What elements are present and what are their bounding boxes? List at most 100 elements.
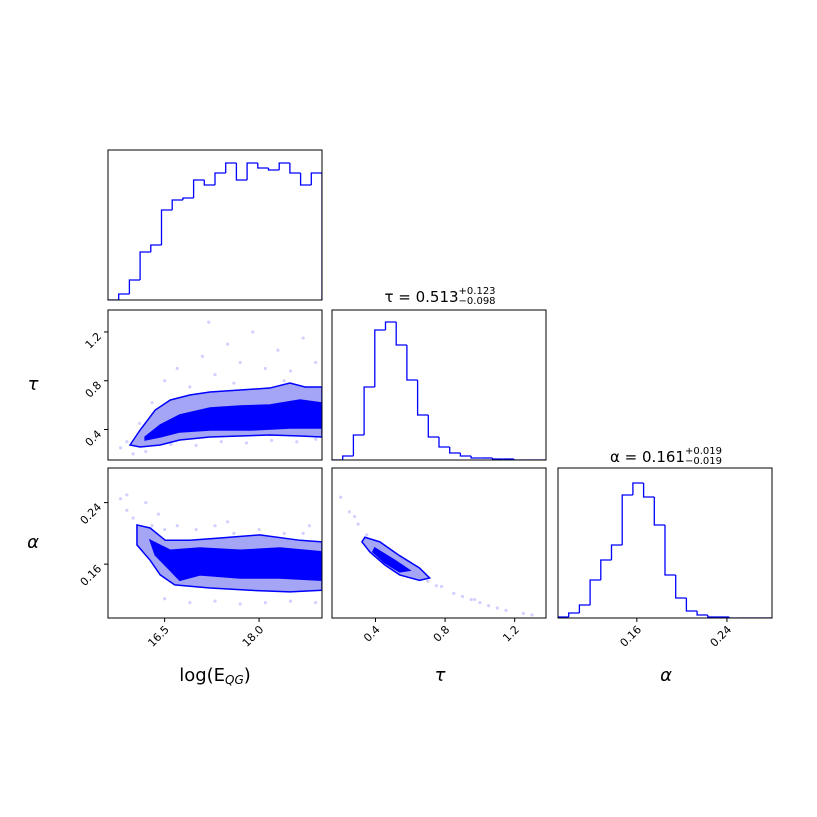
sample-point [194, 443, 198, 447]
hist-bin [128, 279, 141, 294]
hist-bin [513, 459, 525, 460]
sample-point [301, 531, 305, 535]
hist-bin [342, 455, 354, 460]
hist-bin [310, 172, 322, 300]
hist-bin [707, 615, 719, 618]
sample-point [225, 342, 230, 346]
sample-point [150, 524, 154, 528]
sample-point [213, 599, 217, 603]
panel-title: τ = 0.513+0.123 −0.098 [384, 286, 495, 307]
sample-point [131, 516, 135, 520]
sample-point [219, 440, 223, 444]
title-sub: −0.098 [459, 296, 496, 307]
x-label-sub: QG [225, 673, 244, 687]
sample-point [213, 373, 217, 377]
hist-bin [192, 179, 205, 198]
sample-point [156, 512, 160, 516]
panel-frame [331, 467, 547, 619]
x-tick-label: 0.8 [431, 623, 453, 645]
sample-point [232, 531, 236, 535]
x-axis-label: α [660, 665, 672, 686]
hist-bin [416, 380, 429, 416]
sample-point [307, 524, 312, 528]
hist-bin [406, 345, 418, 381]
sample-point [473, 597, 477, 602]
hist-bin [150, 244, 162, 252]
sample-point [207, 320, 211, 324]
hist-bin [395, 322, 407, 346]
x-tick-label: 16.5 [145, 623, 172, 650]
sample-point [118, 446, 123, 450]
hist-bin [664, 525, 676, 576]
y-tick-label: 0.24 [78, 501, 105, 528]
hist-bin [171, 199, 183, 210]
hist-bin [160, 209, 173, 245]
sample-point [163, 597, 167, 601]
sample-point [125, 493, 129, 497]
sample-point [288, 599, 293, 603]
sample-point [263, 366, 267, 371]
sample-point [150, 401, 154, 405]
panel-frame [331, 309, 547, 461]
hist-bin [578, 604, 591, 613]
sample-point [521, 611, 525, 615]
hist-bin [182, 197, 194, 200]
hist-bin [621, 494, 633, 545]
x-axis-label: log(EQG) [179, 665, 251, 687]
hist-bin [299, 173, 312, 186]
sample-point [188, 385, 192, 389]
hist-bin [246, 162, 258, 180]
sample-point [495, 606, 499, 610]
sample-point [460, 594, 465, 599]
sample-point [131, 452, 135, 456]
y-axis-label: τ [28, 374, 39, 395]
sample-point [137, 421, 142, 426]
sample-point [251, 330, 255, 334]
x-axis-label: τ [435, 665, 446, 686]
contour [371, 546, 412, 573]
hist-bin [427, 415, 439, 438]
sample-point [263, 601, 267, 605]
title-main: τ = 0.513 [384, 288, 458, 306]
panel [118, 493, 322, 606]
sample-point [530, 613, 534, 617]
sample-point [504, 608, 508, 612]
y-axis-label: α [27, 532, 39, 553]
panel [558, 482, 772, 618]
sample-point [295, 440, 299, 444]
hist-bin [449, 447, 461, 454]
sample-point [314, 437, 318, 441]
panel-frame [557, 467, 773, 619]
sample-point [238, 602, 242, 606]
sample-point [175, 524, 179, 528]
hist-bin [384, 321, 397, 330]
hist-bin [728, 617, 740, 618]
sample-point [365, 533, 369, 537]
hist-bin [491, 458, 504, 460]
hist-bin [685, 598, 698, 612]
panel-frame [107, 309, 323, 461]
sample-point [257, 527, 261, 532]
hist-bin [653, 497, 665, 526]
y-tick-label: 0.4 [83, 428, 105, 450]
title-main: α = 0.161 [610, 448, 685, 466]
hist-bin [438, 437, 450, 448]
x-tick-label: 1.2 [500, 623, 522, 645]
x-tick-label: 18.0 [240, 623, 267, 650]
hist-bin [642, 483, 655, 498]
sample-point [232, 381, 236, 385]
sample-point [118, 497, 123, 501]
sample-point [169, 442, 173, 446]
sample-point [238, 360, 242, 365]
panel [332, 321, 546, 460]
sample-point [125, 508, 129, 512]
title-sub: −0.019 [685, 456, 722, 467]
hist-bin [278, 162, 290, 170]
hist-bin [235, 163, 248, 181]
x-label-tail: ) [244, 665, 251, 686]
hist-bin [267, 168, 280, 171]
contour [148, 538, 322, 582]
panel [118, 320, 322, 456]
